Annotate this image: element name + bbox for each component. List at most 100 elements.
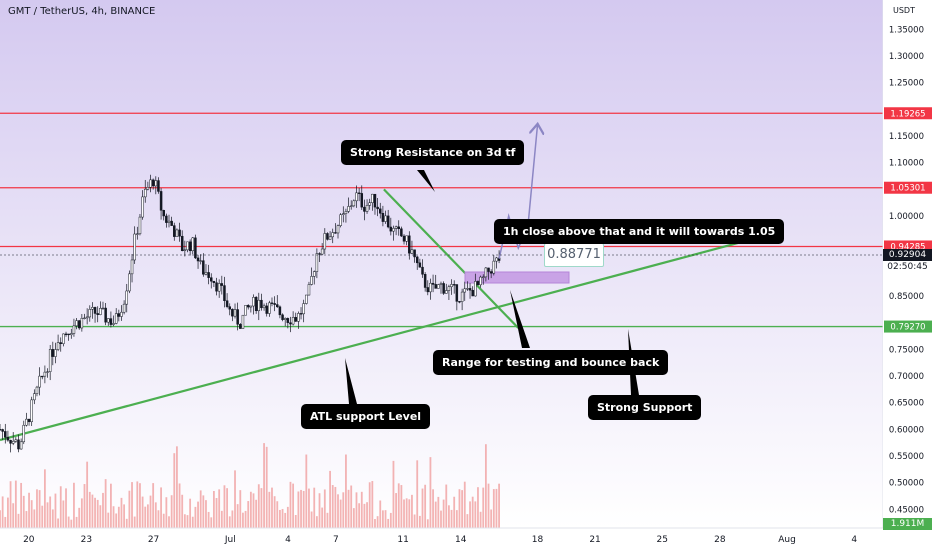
volume-bar [371, 481, 374, 528]
candle-body [305, 294, 308, 304]
volume-bar [141, 496, 144, 528]
candle-body [349, 205, 353, 207]
candle-body [175, 229, 179, 237]
volume-bar [149, 495, 152, 528]
volume-bar [484, 444, 487, 528]
candle-body [59, 342, 62, 344]
volume-bar [25, 511, 28, 528]
candle-body [35, 386, 39, 394]
annotation-strong-resistance: Strong Resistance on 3d tf [341, 140, 525, 165]
candle-body [413, 249, 416, 258]
candle-body [344, 211, 348, 214]
candle-body [270, 302, 274, 304]
candle-body [62, 333, 65, 344]
volume-bar [242, 512, 244, 528]
volume-bar [345, 454, 347, 528]
candle-body [423, 274, 427, 288]
volume-bar [337, 494, 339, 528]
candle-body [302, 303, 305, 315]
x-tick-9: 21 [589, 535, 600, 545]
volume-bar [474, 501, 477, 528]
volume-bar [376, 516, 379, 528]
candle-body [289, 322, 292, 325]
time-axis-ticks: 20 23 27 Jul 4 7 11 14 18 21 25 28 Aug 4 [23, 535, 857, 545]
volume-bar [395, 493, 398, 528]
candle-body [33, 393, 36, 401]
volume-bar [96, 499, 99, 528]
candle-body [43, 371, 47, 377]
volume-bar [466, 514, 469, 528]
volume-bar [426, 519, 429, 528]
volume-bar [352, 508, 355, 528]
trendline-0 [0, 241, 740, 442]
candle-body [400, 228, 403, 237]
axis-unit: USDT [893, 6, 915, 15]
volume-bar [387, 518, 390, 528]
y-tick-2: 1.25000 [889, 79, 924, 89]
candle-body [262, 305, 266, 309]
volume-bar [91, 494, 94, 528]
volume-bar [168, 516, 170, 528]
candle-body [67, 333, 70, 336]
volume-bar [403, 499, 405, 528]
volume-bar [186, 515, 189, 528]
candle-body [210, 277, 213, 282]
y-tick-13: 0.45000 [889, 505, 924, 515]
volume-bar [392, 460, 395, 528]
volume-bar [397, 483, 400, 528]
candle-body [109, 318, 113, 325]
volume-bar [154, 502, 157, 528]
candle-body [310, 276, 313, 285]
volume-bar [326, 512, 329, 528]
candle-body [278, 306, 282, 316]
volume-bar [9, 481, 12, 528]
price-axis-ticks: 1.35000 1.30000 1.25000 1.15000 1.10000 1.000… [889, 25, 924, 515]
volume-bar [205, 500, 207, 528]
volume-bar [146, 504, 149, 528]
pointer-2 [345, 358, 357, 404]
candle-body [207, 272, 210, 278]
candle-body [130, 259, 134, 275]
candle-body [455, 284, 459, 302]
candle-body [202, 260, 205, 275]
volume-bar [490, 509, 493, 528]
volume-bar [83, 484, 86, 528]
candle-body [481, 276, 485, 278]
candle-body [51, 349, 55, 357]
volume-bar [263, 443, 265, 528]
volume-bar [323, 489, 326, 528]
candle-body [352, 200, 356, 207]
volume-bar [191, 516, 194, 528]
volume-bar [411, 494, 413, 528]
x-tick-7: 14 [455, 535, 467, 545]
volume-bar [244, 510, 247, 528]
volume-bar [43, 469, 46, 528]
candle-body [381, 213, 385, 222]
volume-bar [33, 509, 36, 528]
candle-body [458, 301, 461, 303]
y-tick-11: 0.55000 [889, 452, 924, 462]
volume-bar [194, 506, 197, 528]
volume-bar [133, 516, 136, 528]
candle-body [4, 431, 7, 438]
volume-bar [381, 510, 384, 528]
volume-bar [20, 482, 23, 528]
y-tick-0: 1.35000 [889, 25, 924, 35]
candle-body [233, 309, 237, 317]
x-tick-2: 27 [148, 535, 159, 545]
candle-body [236, 309, 239, 325]
candle-body [120, 311, 123, 317]
candle-body [196, 257, 200, 262]
volume-bar [329, 470, 331, 528]
candle-body [460, 291, 464, 302]
volume-bar [286, 506, 289, 528]
candle-body [320, 248, 324, 255]
x-tick-10: 25 [657, 535, 668, 545]
volume-bar [315, 516, 318, 528]
volume-bar [334, 486, 337, 528]
candle-body [276, 304, 279, 308]
candle-body [415, 256, 419, 264]
candle-body [122, 303, 126, 313]
